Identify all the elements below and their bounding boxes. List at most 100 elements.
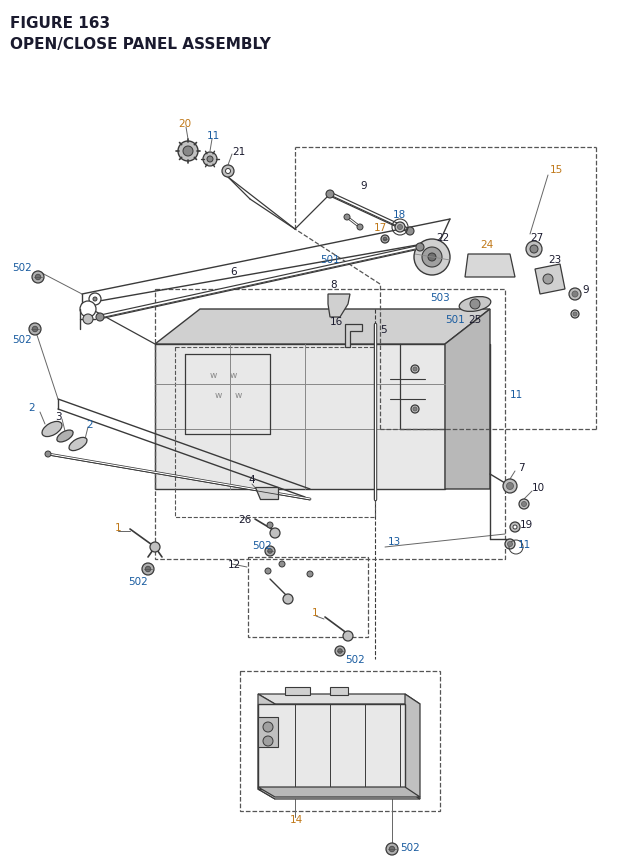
Text: 15: 15 (550, 164, 563, 175)
Circle shape (93, 298, 97, 301)
Circle shape (35, 275, 41, 281)
Circle shape (522, 502, 527, 507)
Circle shape (45, 451, 51, 457)
Circle shape (150, 542, 160, 553)
Text: 503: 503 (430, 293, 450, 303)
Circle shape (397, 226, 403, 230)
Bar (175, 348, 375, 517)
Text: 22: 22 (436, 232, 449, 243)
Bar (155, 289, 505, 560)
Text: 8: 8 (330, 280, 337, 289)
Text: 27: 27 (530, 232, 543, 243)
Circle shape (519, 499, 529, 510)
Circle shape (268, 549, 272, 554)
Circle shape (503, 480, 517, 493)
Circle shape (307, 572, 313, 578)
Circle shape (263, 722, 273, 732)
Circle shape (413, 368, 417, 372)
Ellipse shape (69, 438, 87, 451)
Polygon shape (328, 294, 350, 318)
Circle shape (263, 736, 273, 746)
Text: w: w (230, 370, 237, 379)
Circle shape (279, 561, 285, 567)
Circle shape (283, 594, 293, 604)
Circle shape (506, 483, 513, 490)
Circle shape (416, 244, 424, 251)
Text: 11: 11 (207, 131, 220, 141)
Text: 10: 10 (532, 482, 545, 492)
Polygon shape (155, 310, 490, 344)
Circle shape (222, 166, 234, 177)
Text: 13: 13 (388, 536, 401, 547)
Circle shape (413, 407, 417, 412)
Circle shape (357, 225, 363, 231)
Circle shape (571, 311, 579, 319)
Text: 12: 12 (228, 560, 241, 569)
Text: FIGURE 163: FIGURE 163 (10, 16, 110, 31)
Circle shape (543, 275, 553, 285)
Circle shape (326, 191, 334, 199)
Circle shape (411, 406, 419, 413)
Text: 502: 502 (128, 576, 148, 586)
Circle shape (207, 157, 213, 163)
Text: w: w (235, 390, 243, 399)
Text: 11: 11 (510, 389, 524, 400)
Text: 7: 7 (518, 462, 525, 473)
Ellipse shape (57, 430, 73, 443)
Circle shape (526, 242, 542, 257)
Circle shape (508, 542, 513, 547)
Text: 1: 1 (115, 523, 122, 532)
Polygon shape (285, 687, 310, 695)
Bar (248, 557, 368, 637)
Text: 18: 18 (393, 210, 406, 220)
Polygon shape (258, 787, 420, 797)
Circle shape (343, 631, 353, 641)
Circle shape (395, 223, 405, 232)
Text: 3: 3 (55, 412, 61, 422)
Text: 502: 502 (345, 654, 365, 664)
Text: 502: 502 (12, 335, 32, 344)
Text: 26: 26 (238, 514, 252, 524)
Polygon shape (535, 264, 565, 294)
Text: 20: 20 (178, 119, 191, 129)
Text: 19: 19 (520, 519, 533, 530)
Text: 9: 9 (360, 181, 367, 191)
Circle shape (178, 142, 198, 162)
Circle shape (513, 525, 517, 530)
Circle shape (32, 327, 38, 332)
Text: 2: 2 (86, 419, 93, 430)
Circle shape (145, 567, 150, 572)
Circle shape (389, 846, 395, 852)
Text: 5: 5 (380, 325, 387, 335)
Polygon shape (405, 694, 420, 799)
Text: w: w (215, 390, 222, 399)
Text: 21: 21 (232, 147, 245, 157)
Circle shape (29, 324, 41, 336)
Circle shape (414, 239, 450, 276)
Ellipse shape (459, 297, 491, 312)
Circle shape (32, 272, 44, 283)
Text: 25: 25 (468, 314, 481, 325)
Circle shape (470, 300, 480, 310)
Circle shape (225, 170, 230, 174)
Circle shape (80, 301, 96, 318)
Circle shape (89, 294, 101, 306)
Circle shape (270, 529, 280, 538)
Text: 24: 24 (480, 239, 493, 250)
Text: 4: 4 (248, 474, 255, 485)
Circle shape (505, 539, 515, 549)
Text: 16: 16 (330, 317, 343, 326)
Polygon shape (155, 344, 445, 489)
Text: w: w (210, 370, 218, 379)
Circle shape (265, 568, 271, 574)
Polygon shape (258, 694, 275, 799)
Circle shape (386, 843, 398, 855)
Circle shape (383, 238, 387, 242)
Text: 502: 502 (400, 842, 420, 852)
Circle shape (381, 236, 389, 244)
Circle shape (572, 292, 578, 298)
Circle shape (183, 147, 193, 157)
Circle shape (344, 214, 350, 220)
Circle shape (573, 313, 577, 317)
Circle shape (510, 523, 520, 532)
